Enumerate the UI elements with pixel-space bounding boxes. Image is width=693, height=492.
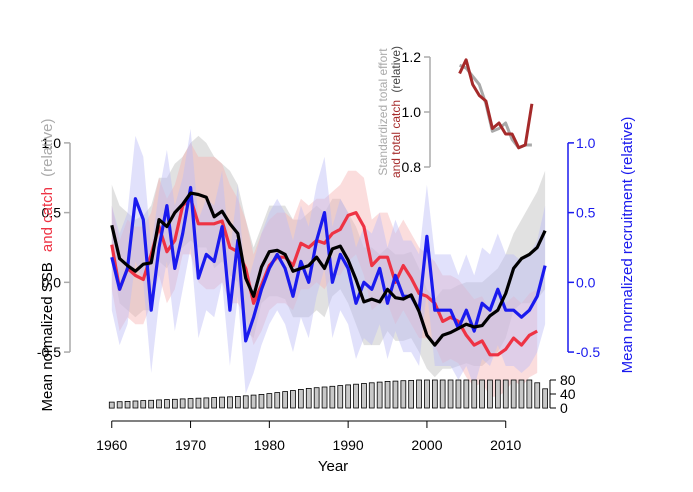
bar-1998 [408, 379, 415, 409]
bar-2001 [431, 379, 438, 409]
bar-1980 [266, 393, 273, 409]
bar-1967 [164, 399, 170, 409]
bar-2006 [471, 379, 478, 409]
right-tick-label: 1.0 [576, 135, 596, 151]
bar-1999 [416, 379, 422, 409]
bar-1996 [392, 380, 399, 409]
inset-line-total-catch [458, 58, 534, 150]
right-tick-label: -0.5 [576, 344, 600, 360]
inset-title-line1: Standardized total effort [376, 48, 390, 176]
bar-1965 [148, 399, 154, 409]
bar-axis-tick-label: 40 [560, 386, 576, 402]
bar-1981 [274, 392, 281, 409]
left-tick-label: 0.0 [42, 274, 62, 290]
left-tick-label: -0.5 [37, 344, 61, 360]
bar-1971 [195, 397, 202, 409]
left-tick-label: 0.5 [42, 205, 62, 221]
bar-1987 [321, 386, 328, 409]
bar-1985 [305, 387, 312, 409]
bar-2013 [526, 379, 533, 409]
bar-1991 [353, 383, 359, 409]
bar-1990 [345, 384, 352, 409]
bar-2011 [510, 379, 517, 409]
left-axis-title: Mean normalized SSB and catch (relative) [39, 119, 56, 412]
x-tick-label: 2000 [411, 437, 442, 453]
bar-1961 [116, 401, 123, 409]
bar-1972 [203, 397, 210, 409]
bar-1969 [179, 398, 186, 409]
bar-1989 [337, 385, 344, 409]
series-line-ssb [110, 191, 547, 347]
bar-2010 [502, 379, 509, 409]
bar-1966 [156, 399, 162, 409]
left-axis-title-ssb: Mean normalized SSB [39, 262, 56, 411]
bar-1986 [313, 387, 320, 409]
x-tick-label: 1970 [175, 437, 206, 453]
left-axis-title-catch: and catch [39, 187, 56, 252]
bar-1997 [400, 380, 407, 409]
x-tick-label: 1980 [254, 437, 285, 453]
bar-1976 [234, 395, 241, 409]
bar-2008 [487, 379, 493, 409]
bar-axis-tick-label: 80 [560, 372, 576, 388]
bar-1992 [361, 383, 367, 409]
inset-title-relative: (relative) [389, 46, 403, 93]
bar-2007 [479, 379, 485, 409]
inset-tick-label: 0.8 [402, 159, 422, 175]
bar-1960 [108, 401, 115, 409]
bar-1995 [384, 380, 391, 409]
bar-1973 [211, 397, 217, 409]
bar-1964 [140, 400, 147, 409]
bar-1974 [219, 396, 225, 409]
bar-1975 [227, 396, 233, 409]
inset-title-line2: and total catch (relative) [389, 46, 403, 178]
bar-1988 [329, 385, 336, 409]
bar-1970 [187, 398, 194, 409]
bar-2004 [455, 379, 462, 409]
bar-1993 [368, 382, 375, 409]
bar-1968 [171, 398, 178, 409]
bar-axis-tick-label: 0 [560, 400, 568, 416]
bar-2005 [463, 379, 470, 409]
x-tick-label: 2010 [490, 437, 521, 453]
inset-tick-label: 1.0 [402, 104, 422, 120]
inset-tick-label: 1.2 [402, 49, 422, 65]
series-layer [110, 185, 547, 357]
inset-title-catch: and total catch [389, 100, 403, 178]
bars-layer [108, 379, 549, 409]
bar-1962 [124, 400, 131, 409]
x-tick-label: 1960 [96, 437, 127, 453]
x-axis-title: Year [318, 458, 348, 475]
bar-1977 [242, 395, 249, 409]
bar-2014 [534, 382, 541, 409]
bar-1994 [376, 381, 383, 409]
right-axis-title: Mean normalized recruitment (relative) [619, 117, 636, 374]
bar-1963 [132, 400, 139, 409]
bar-2000 [424, 379, 430, 409]
bar-1978 [250, 394, 257, 409]
x-tick-label: 1990 [333, 437, 364, 453]
right-tick-label: 0.5 [576, 205, 596, 221]
bar-2002 [439, 379, 446, 409]
inset-layer: 0.8 1.0 1.2 [402, 49, 534, 175]
left-axis-title-relative: (relative) [39, 119, 56, 177]
bar-1979 [258, 393, 265, 409]
bar-2015 [542, 388, 549, 409]
bar-1982 [282, 391, 289, 409]
bar-2009 [494, 379, 501, 409]
bar-1983 [290, 390, 296, 409]
bar-1984 [297, 388, 304, 409]
bar-2003 [447, 379, 454, 409]
bar-2012 [518, 379, 525, 409]
left-tick-label: 1.0 [42, 135, 62, 151]
right-tick-label: 0.0 [576, 274, 596, 290]
